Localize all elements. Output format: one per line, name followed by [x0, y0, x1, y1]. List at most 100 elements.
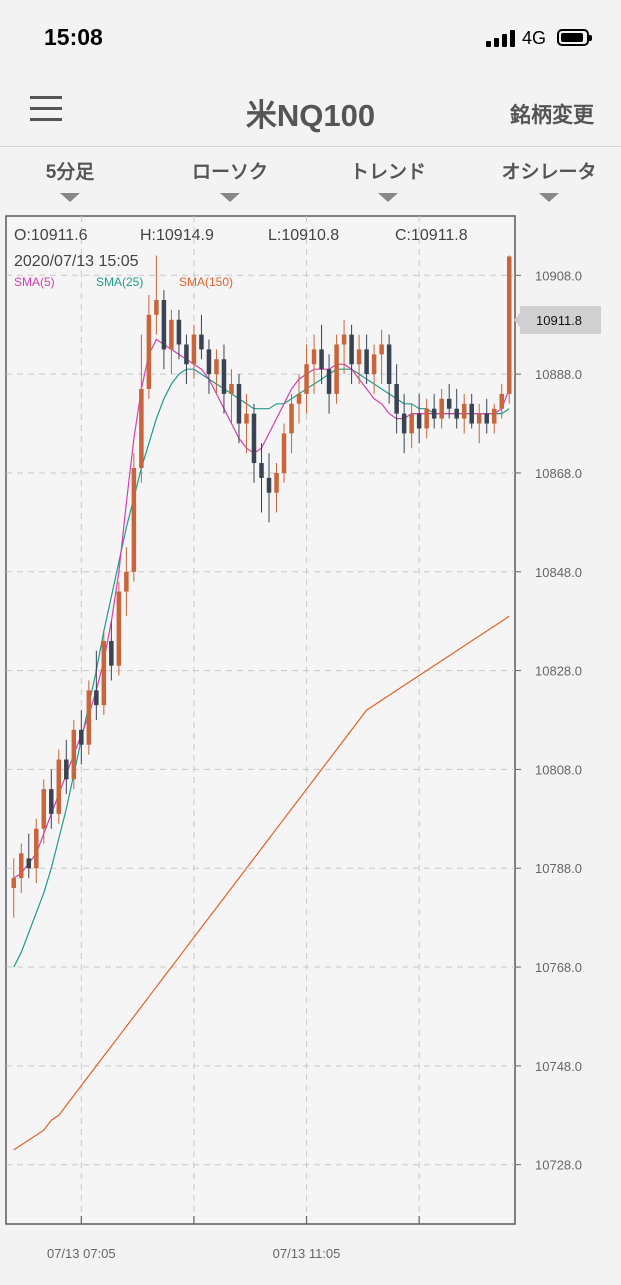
candlestick — [371, 344, 377, 394]
battery-icon — [557, 29, 592, 46]
hamburger-menu-icon[interactable] — [30, 96, 62, 122]
tab-oscillator[interactable]: オシレータ — [496, 157, 602, 209]
candle-body — [274, 472, 279, 493]
candlestick — [71, 720, 77, 790]
nav-bar: 米NQ100 銘柄変更 — [0, 72, 621, 147]
candle-body — [221, 359, 227, 394]
candlestick — [499, 384, 504, 419]
candlestick — [476, 403, 482, 444]
signal-icon — [486, 30, 516, 47]
candlestick — [236, 374, 242, 444]
candle-body — [364, 349, 369, 375]
candle-body — [109, 640, 114, 666]
candle-body — [236, 384, 242, 424]
candle-body — [56, 759, 62, 814]
candlestick — [394, 364, 399, 434]
candlestick — [454, 388, 459, 429]
tab-chart-type[interactable]: ローソク — [186, 157, 274, 209]
candle-body — [26, 858, 32, 869]
legend-sma25: SMA(25) — [96, 275, 143, 289]
dropdown-arrow-icon — [539, 193, 559, 202]
candle-body — [169, 319, 174, 350]
change-symbol-button[interactable]: 銘柄変更 — [510, 104, 594, 127]
candlestick — [259, 443, 264, 513]
candle-body — [416, 413, 422, 429]
candlestick — [154, 255, 159, 335]
candle-body — [499, 393, 504, 409]
candlestick — [401, 393, 407, 454]
price-chart[interactable]: 10908.0 10888.0 10868.0 10848.0 10828.0 10808… — [0, 213, 621, 1280]
dropdown-arrow-icon — [220, 193, 240, 202]
candlestick — [161, 290, 167, 370]
candlestick — [41, 779, 47, 844]
sma150-line — [13, 615, 510, 1151]
candlestick — [304, 344, 309, 414]
candlestick — [109, 621, 114, 681]
candle-body — [71, 729, 77, 780]
candlestick — [461, 393, 467, 434]
candlestick — [379, 329, 384, 384]
candlestick — [199, 314, 204, 360]
candlestick — [416, 393, 422, 444]
candle-body — [214, 359, 219, 375]
y-tick-label: 10908.0 — [535, 268, 582, 283]
candle-body — [191, 334, 197, 365]
candlestick — [11, 858, 17, 918]
candlestick — [116, 581, 122, 676]
candlestick — [64, 739, 69, 795]
chart-area[interactable]: 10908.0 10888.0 10868.0 10848.0 10828.0 10808… — [0, 213, 621, 1280]
candle-body — [439, 398, 444, 419]
candle-body — [394, 384, 399, 414]
dropdown-arrow-icon — [60, 193, 80, 202]
y-tick-label: 10748.0 — [535, 1059, 582, 1074]
candle-body — [101, 640, 107, 706]
candlestick — [484, 398, 489, 434]
candle-body — [251, 413, 257, 464]
tab-oscillator-label: オシレータ — [501, 162, 597, 183]
candle-body — [341, 334, 347, 345]
tab-interval[interactable]: 5分足 — [36, 157, 104, 209]
current-price-tag — [514, 306, 601, 334]
candle-body — [86, 690, 92, 745]
y-tick-label: 10728.0 — [535, 1158, 582, 1173]
candle-body — [401, 413, 407, 434]
candlestick — [439, 388, 444, 429]
candle-body — [386, 344, 392, 384]
candlestick — [184, 334, 189, 384]
candlestick — [229, 369, 234, 424]
candlestick — [94, 650, 99, 720]
candlestick — [86, 680, 92, 755]
candlestick — [79, 710, 84, 765]
candle-body — [379, 344, 384, 355]
candle-body — [326, 369, 332, 394]
candle-body — [124, 571, 129, 592]
candle-body — [311, 349, 317, 365]
y-tick-label: 10868.0 — [535, 466, 582, 481]
y-tick-label: 10808.0 — [535, 762, 582, 777]
candle-body — [356, 349, 362, 365]
candlestick — [506, 255, 512, 404]
plot-frame — [5, 215, 516, 1225]
candle-body — [476, 413, 482, 424]
candlestick — [349, 324, 354, 384]
candle-body — [64, 759, 69, 780]
candle-body — [41, 789, 47, 829]
candlestick — [334, 334, 339, 404]
candlestick — [469, 393, 474, 429]
x-tick-label: 07/13 11:05 — [273, 1246, 341, 1261]
candle-body — [289, 403, 294, 434]
ohlc-high: H:10914.9 — [140, 227, 214, 244]
y-tick-label: 10768.0 — [535, 960, 582, 975]
candlestick — [424, 398, 429, 439]
candlestick — [431, 393, 437, 429]
candle-body — [94, 690, 99, 706]
candle-body — [461, 403, 467, 419]
candle-body — [484, 413, 489, 424]
candlestick — [146, 295, 152, 399]
tab-trend[interactable]: トレンド — [344, 157, 432, 209]
candle-body — [199, 334, 204, 350]
candle-body — [296, 393, 302, 404]
current-price-marker: 10911.8 — [514, 306, 601, 334]
candlestick — [191, 324, 197, 380]
x-axis: 07/13 07:05 07/13 11:05 — [47, 1216, 420, 1261]
